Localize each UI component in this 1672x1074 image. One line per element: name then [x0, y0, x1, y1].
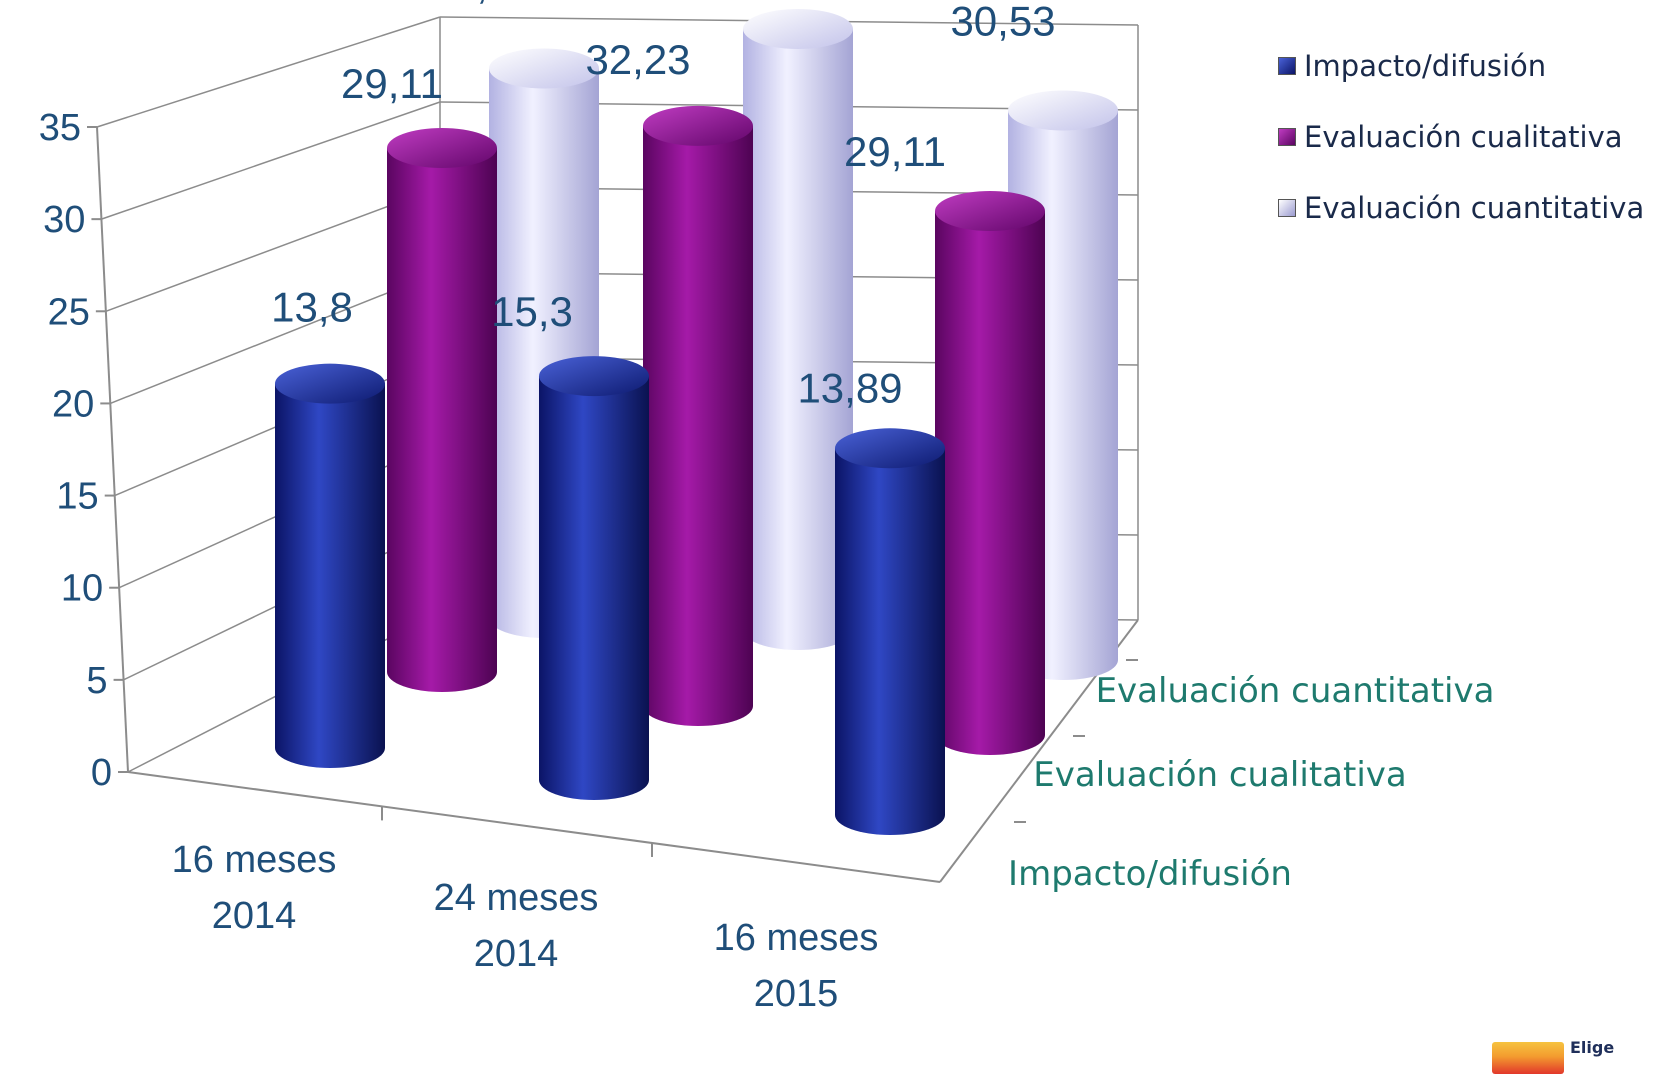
x-tick-label: 2015 — [754, 973, 839, 1015]
bar-top — [935, 191, 1045, 232]
gridline-left — [96, 16, 441, 128]
x-tick-label: 2014 — [212, 895, 297, 937]
bar-top — [1008, 90, 1118, 131]
logo-text: Elige — [1570, 1038, 1615, 1057]
y-tick-label: 20 — [52, 383, 94, 425]
bar-body — [835, 448, 945, 835]
bar-body — [275, 383, 385, 768]
legend-swatch-cuantitativa — [1278, 198, 1296, 217]
legend-item-impacto: Impacto/difusión — [1278, 30, 1644, 101]
bar-top — [489, 48, 599, 89]
bar-top — [539, 356, 649, 397]
x-tick-label: 24 meses — [434, 877, 599, 919]
x-tick-label: 16 meses — [714, 917, 879, 959]
y-tick-label: 15 — [56, 476, 98, 518]
x-axis-line — [127, 771, 941, 883]
x-tick-label: 16 meses — [172, 839, 337, 881]
gridline-left — [110, 271, 441, 405]
bar-body — [743, 28, 853, 651]
data-label: 29,11 — [341, 60, 443, 107]
depth-tick-label: Impacto/difusión — [1008, 854, 1292, 894]
y-tick-label: 30 — [43, 199, 85, 241]
y-tick-label: 35 — [39, 107, 81, 149]
legend-swatch-impacto — [1278, 56, 1296, 75]
bar-body — [935, 211, 1045, 755]
bar-top — [643, 105, 753, 146]
data-label: 30,53 — [950, 0, 1055, 44]
legend-item-cualitativa: Evaluación cualitativa — [1278, 101, 1644, 172]
legend-label: Evaluación cualitativa — [1304, 119, 1623, 154]
data-label: 32,23 — [585, 36, 690, 83]
depth-tick-label: Evaluación cualitativa — [1033, 755, 1406, 795]
data-label: 29,11 — [844, 128, 946, 175]
data-label: 30,53 — [429, 0, 534, 7]
y-tick-label: 0 — [91, 752, 112, 794]
gridline-left — [101, 101, 441, 220]
legend-label: Impacto/difusión — [1304, 48, 1547, 83]
logo-flag-icon — [1492, 1042, 1564, 1074]
data-label: 15,3 — [491, 288, 573, 335]
x-tick-label: 2014 — [474, 933, 559, 975]
bar-top — [387, 128, 497, 169]
bar-body — [539, 376, 649, 800]
bar-top — [275, 363, 385, 404]
depth-tick-label: Evaluación cuantitativa — [1096, 671, 1495, 711]
bar-body — [387, 148, 497, 692]
data-label: 13,8 — [271, 284, 353, 331]
y-tick-label: 10 — [61, 568, 103, 610]
y-axis-line — [96, 126, 129, 773]
data-label: 13,89 — [797, 364, 902, 411]
logo: Elige — [1492, 1036, 1672, 1074]
legend-item-cuantitativa: Evaluación cuantitativa — [1278, 172, 1644, 243]
y-tick-label: 25 — [48, 291, 90, 333]
legend-swatch-cualitativa — [1278, 127, 1296, 146]
y-tick-label: 5 — [86, 660, 107, 702]
bar-body — [643, 125, 753, 727]
gridline-left — [105, 186, 441, 312]
bar-top — [743, 8, 853, 49]
legend: Impacto/difusión Evaluación cualitativa … — [1278, 30, 1644, 243]
bar-top — [835, 428, 945, 469]
legend-label: Evaluación cuantitativa — [1304, 190, 1645, 225]
